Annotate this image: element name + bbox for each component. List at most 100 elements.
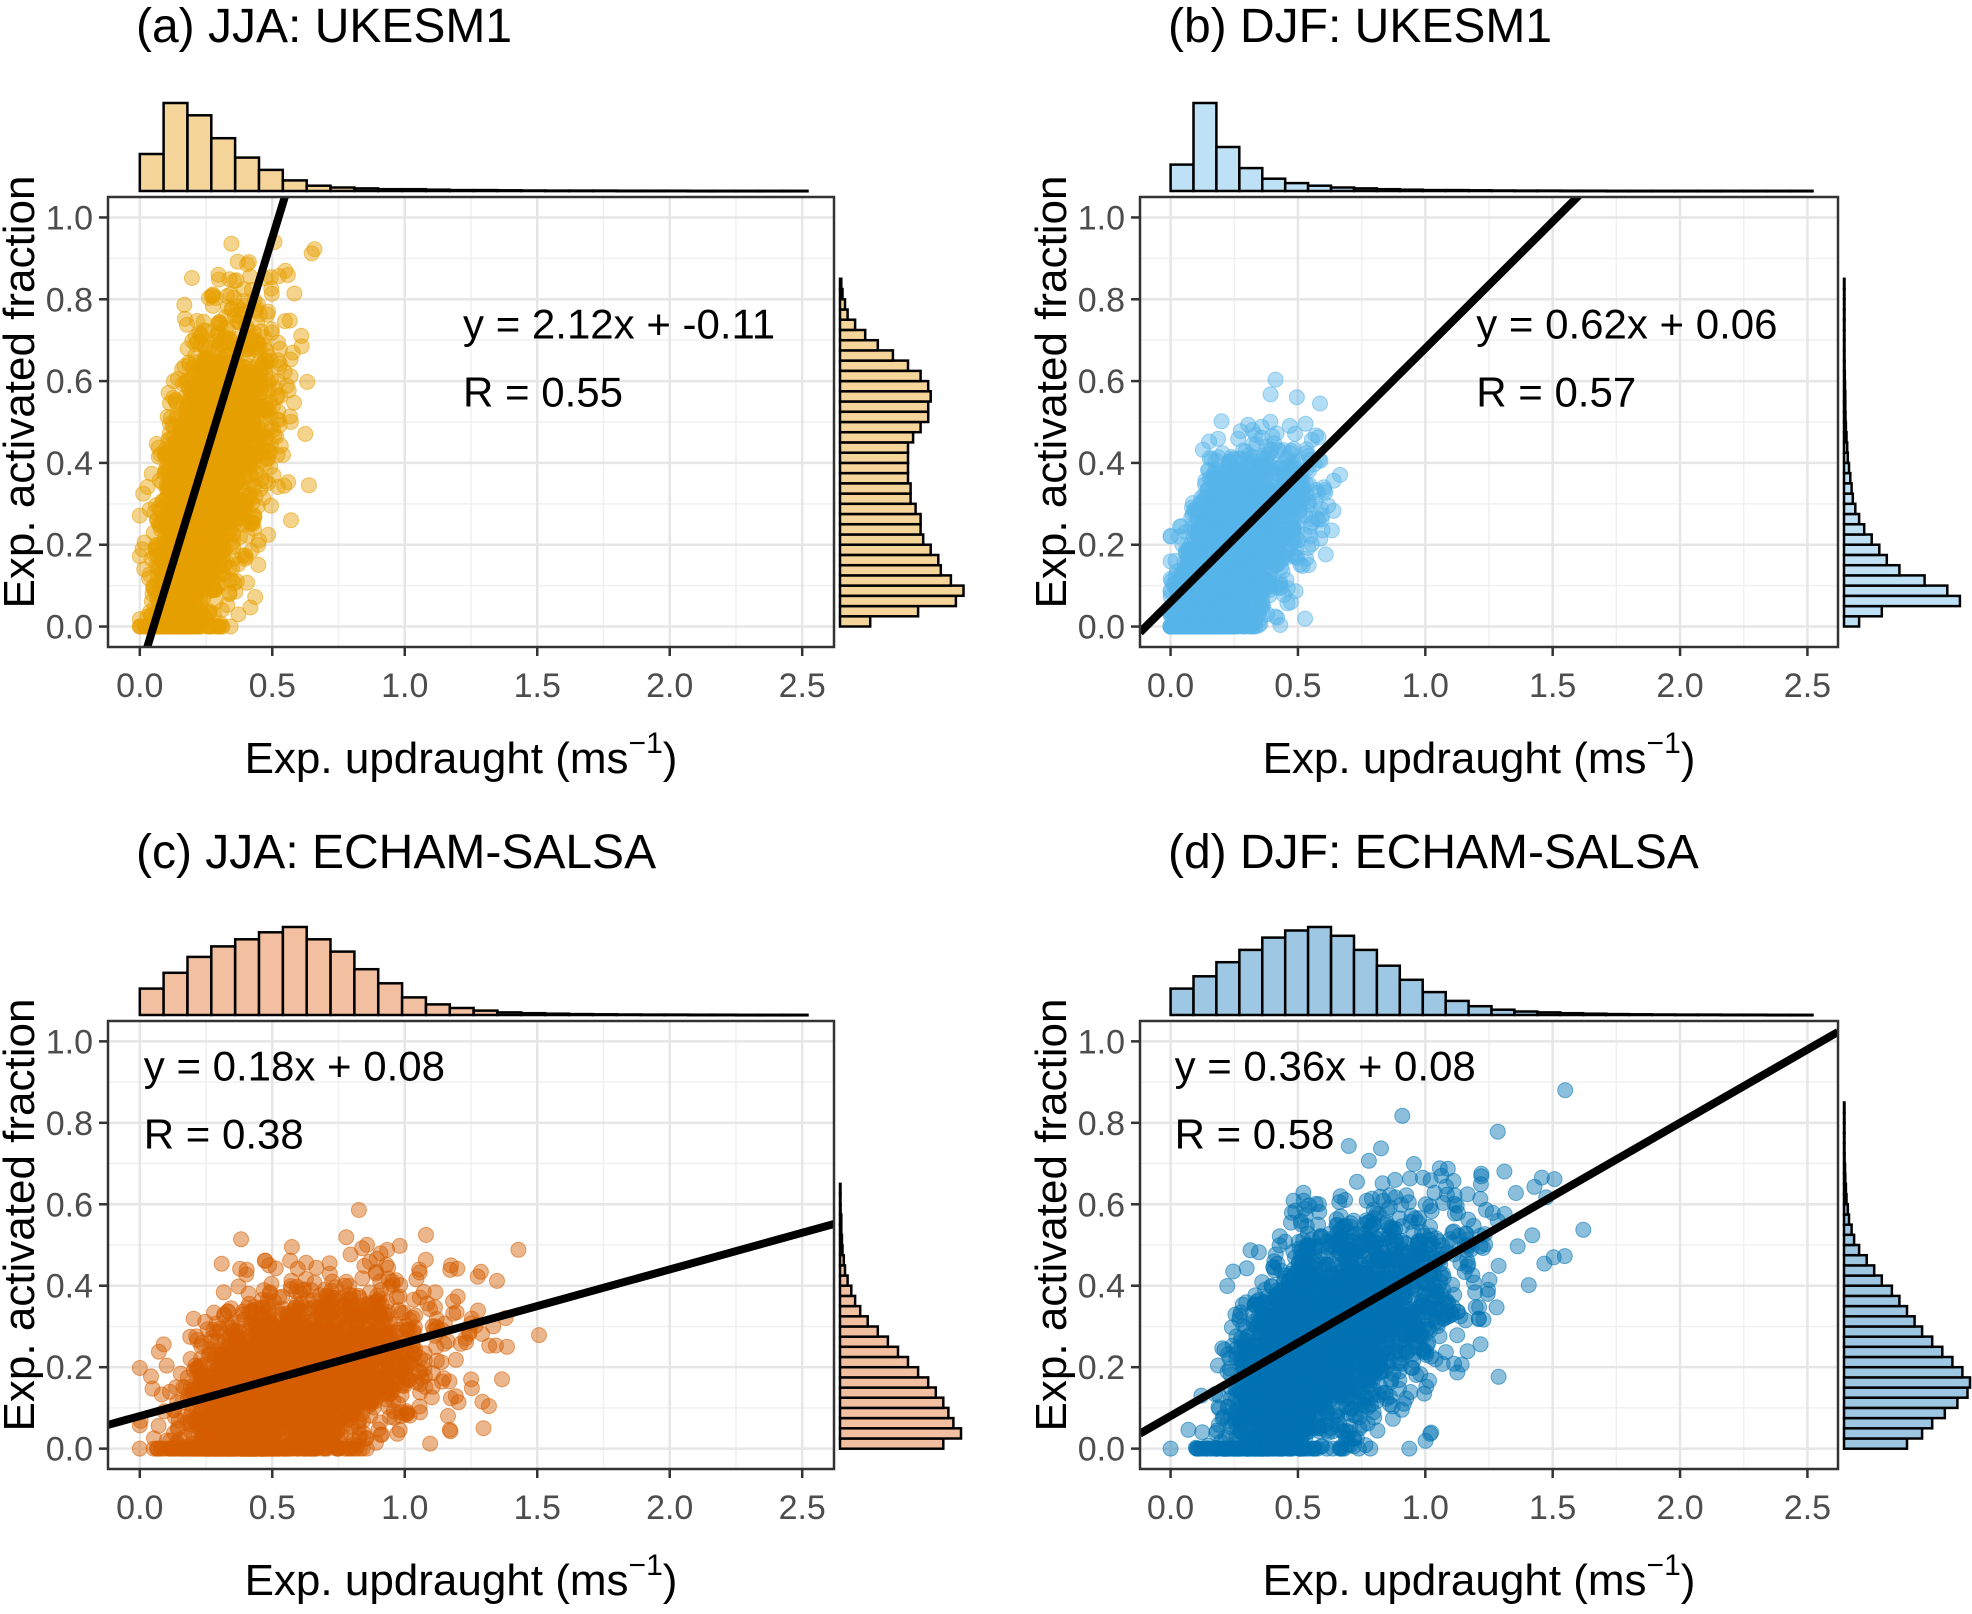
data-point	[216, 329, 233, 346]
data-point	[245, 477, 262, 494]
data-point	[216, 486, 233, 503]
data-point	[241, 363, 258, 380]
top-hist-bar	[591, 189, 618, 193]
data-point	[240, 492, 257, 509]
right-hist-bar	[838, 584, 965, 598]
y-tick-label: 0.4	[46, 445, 93, 483]
top-hist-bar	[615, 189, 642, 193]
data-point	[1284, 546, 1301, 563]
data-point	[199, 392, 216, 409]
data-point	[239, 574, 256, 591]
data-point	[223, 572, 240, 589]
data-point	[160, 618, 177, 635]
correlation-label: R = 0.55	[463, 368, 623, 415]
x-axis-label: Exp. updraught (ms−1)	[245, 727, 678, 783]
data-point	[179, 316, 195, 333]
right-hist-bar	[838, 615, 872, 628]
right-hist-bar	[838, 277, 843, 291]
right-histogram	[838, 277, 965, 628]
data-point	[204, 297, 221, 314]
right-hist-bar	[838, 482, 912, 495]
data-point	[160, 512, 177, 529]
right-hist-bar	[838, 471, 910, 485]
fit-equation: y = 2.12x + -0.11	[463, 300, 775, 347]
right-hist-bar	[838, 441, 910, 454]
top-hist-bar	[424, 188, 452, 193]
right-hist-bar	[838, 553, 940, 567]
data-point	[164, 450, 181, 467]
data-point	[176, 310, 193, 327]
data-point	[165, 373, 182, 390]
y-tick-label: 0.0	[46, 609, 93, 647]
data-point	[197, 353, 214, 370]
right-hist-bar	[838, 492, 912, 506]
top-hist-bar	[663, 189, 690, 193]
data-point	[263, 324, 280, 341]
right-hist-bar	[838, 574, 953, 587]
data-point	[265, 467, 282, 484]
data-point	[143, 465, 160, 482]
data-point	[1317, 546, 1334, 563]
x-tick-label: 2.5	[779, 667, 826, 705]
top-hist-bar	[281, 179, 308, 193]
data-point	[303, 245, 320, 262]
right-hist-bar	[838, 390, 932, 403]
right-hist-bar	[838, 604, 920, 618]
x-tick-label: 0.5	[249, 667, 296, 705]
data-point	[233, 416, 250, 433]
top-histogram	[138, 101, 809, 193]
y-axis-label: Exp. activated fraction	[0, 176, 44, 609]
data-point	[165, 389, 182, 406]
top-hist-bar	[138, 152, 165, 193]
top-hist-bar	[782, 189, 809, 193]
data-point	[176, 296, 193, 313]
data-point	[300, 477, 317, 494]
top-hist-bar	[448, 188, 475, 193]
data-point	[297, 425, 314, 442]
data-point	[131, 507, 148, 524]
data-point	[1267, 371, 1284, 388]
top-hist-bar	[162, 101, 189, 193]
top-hist-bar	[257, 168, 285, 193]
data-point	[286, 285, 303, 302]
data-point	[174, 617, 191, 634]
data-point	[1297, 610, 1314, 627]
right-hist-bar	[838, 338, 880, 352]
right-hist-bar	[838, 543, 932, 557]
data-point	[257, 367, 274, 383]
data-point	[164, 599, 181, 615]
x-tick-label: 0.0	[116, 667, 163, 705]
data-point	[219, 597, 236, 613]
right-hist-bar	[838, 308, 849, 321]
data-point	[238, 435, 255, 452]
data-point	[1294, 557, 1311, 574]
data-point	[187, 524, 204, 541]
right-hist-bar	[838, 359, 910, 373]
data-point	[231, 477, 248, 494]
data-point	[260, 526, 277, 543]
data-point	[187, 328, 204, 345]
data-point	[223, 235, 240, 252]
data-point	[1300, 539, 1316, 556]
data-point	[272, 437, 289, 454]
data-point	[222, 286, 239, 303]
data-point	[241, 453, 258, 470]
data-point	[239, 256, 256, 273]
top-hist-bar	[472, 188, 499, 193]
right-hist-bar	[838, 400, 930, 413]
data-point	[1213, 413, 1230, 430]
data-point	[165, 429, 182, 446]
data-point	[278, 377, 295, 394]
data-point	[1312, 395, 1328, 412]
right-hist-bar	[838, 430, 915, 444]
data-point	[263, 280, 280, 297]
top-hist-bar	[734, 189, 762, 193]
y-tick-label: 0.2	[46, 527, 93, 565]
right-hist-bar	[838, 287, 844, 301]
data-point	[247, 589, 264, 605]
data-point	[254, 398, 271, 415]
right-hist-bar	[838, 461, 910, 475]
